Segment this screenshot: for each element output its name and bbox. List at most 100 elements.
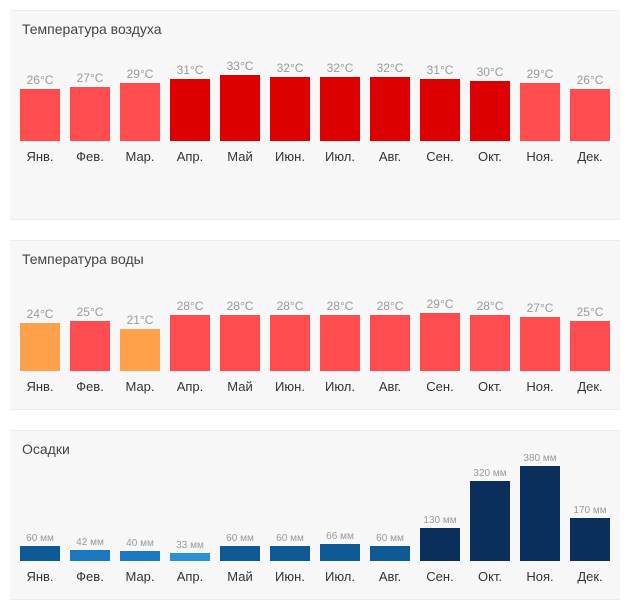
rain-bar	[470, 481, 510, 561]
air-value-label: 27°C	[77, 71, 104, 85]
air-bar	[470, 81, 510, 141]
air-bar	[220, 75, 260, 141]
air-value-label: 30°C	[477, 65, 504, 79]
water-month-label: Июл.	[325, 379, 355, 394]
rain-bar	[170, 553, 210, 561]
rain-value-label: 33 мм	[176, 540, 204, 551]
water-month-label: Сен.	[426, 379, 453, 394]
rain-value-label: 130 мм	[423, 515, 456, 526]
rain-month-label: Янв.	[26, 569, 53, 584]
water-value-label: 25°C	[77, 305, 104, 319]
precipitation-chart: 60 мм Янв. 42 мм Фев. 40 мм Мар. 33 мм Апр. 60 м…	[20, 453, 610, 584]
air-bar	[270, 77, 310, 141]
water-temperature-title: Температура воды	[22, 251, 144, 267]
rain-value-label: 380 мм	[523, 453, 556, 464]
water-bar	[470, 315, 510, 371]
water-bar	[520, 317, 560, 371]
air-month-label: Окт.	[478, 149, 502, 164]
rain-month-label: Окт.	[478, 569, 502, 584]
air-month-label: Май	[227, 149, 252, 164]
precipitation-title: Осадки	[22, 441, 70, 457]
air-temperature-panel: Температура воздуха 26°C Янв. 27°C Фев. 29°C…	[10, 10, 620, 220]
air-month-label: Июн.	[275, 149, 305, 164]
water-value-label: 28°C	[177, 299, 204, 313]
air-value-label: 33°C	[227, 59, 254, 73]
water-month-label: Окт.	[478, 379, 502, 394]
rain-bar	[20, 546, 60, 561]
rain-month-label: Июн.	[275, 569, 305, 584]
air-value-label: 32°C	[277, 61, 304, 75]
water-bar	[20, 323, 60, 371]
water-value-label: 28°C	[277, 299, 304, 313]
air-value-label: 31°C	[427, 63, 454, 77]
rain-month-label: Апр.	[177, 569, 204, 584]
air-month-label: Мар.	[125, 149, 154, 164]
rain-bar	[70, 550, 110, 561]
air-month-label: Фев.	[76, 149, 104, 164]
air-bar	[420, 79, 460, 141]
precipitation-panel: Осадки 60 мм Янв. 42 мм Фев. 40 мм Мар. 33 мм А…	[10, 430, 620, 600]
rain-bar	[220, 546, 260, 561]
water-bar	[220, 315, 260, 371]
air-temperature-title: Температура воздуха	[22, 21, 162, 37]
water-bar	[420, 313, 460, 371]
water-value-label: 21°C	[127, 313, 154, 327]
water-value-label: 28°C	[327, 299, 354, 313]
rain-bar	[520, 466, 560, 561]
water-month-label: Июн.	[275, 379, 305, 394]
water-value-label: 28°C	[377, 299, 404, 313]
rain-value-label: 40 мм	[126, 538, 154, 549]
air-bar	[20, 89, 60, 141]
rain-bar	[120, 551, 160, 561]
water-month-label: Мар.	[125, 379, 154, 394]
air-month-label: Ноя.	[526, 149, 553, 164]
rain-month-label: Сен.	[426, 569, 453, 584]
air-bar	[520, 83, 560, 141]
water-value-label: 25°C	[577, 305, 604, 319]
air-value-label: 32°C	[327, 61, 354, 75]
rain-month-label: Мар.	[125, 569, 154, 584]
water-bar	[120, 329, 160, 371]
air-month-label: Сен.	[426, 149, 453, 164]
water-value-label: 24°C	[27, 307, 54, 321]
air-bar	[570, 89, 610, 141]
air-month-label: Апр.	[177, 149, 204, 164]
rain-value-label: 60 мм	[376, 533, 404, 544]
rain-bar	[570, 518, 610, 561]
air-bar	[70, 87, 110, 141]
rain-month-label: Авг.	[379, 569, 401, 584]
air-month-label: Июл.	[325, 149, 355, 164]
water-bar	[570, 321, 610, 371]
rain-month-label: Май	[227, 569, 252, 584]
rain-bar	[420, 528, 460, 561]
water-month-label: Апр.	[177, 379, 204, 394]
water-value-label: 28°C	[227, 299, 254, 313]
water-value-label: 29°C	[427, 297, 454, 311]
air-month-label: Янв.	[26, 149, 53, 164]
water-bar	[170, 315, 210, 371]
rain-value-label: 42 мм	[76, 537, 104, 548]
water-bar	[270, 315, 310, 371]
air-bar	[120, 83, 160, 141]
rain-value-label: 60 мм	[226, 533, 254, 544]
water-month-label: Авг.	[379, 379, 401, 394]
air-value-label: 29°C	[127, 67, 154, 81]
water-value-label: 28°C	[477, 299, 504, 313]
rain-month-label: Июл.	[325, 569, 355, 584]
rain-bar	[270, 546, 310, 561]
air-bar	[370, 77, 410, 141]
rain-value-label: 320 мм	[473, 468, 506, 479]
water-value-label: 27°C	[527, 301, 554, 315]
rain-bar	[320, 544, 360, 561]
air-bar	[170, 79, 210, 141]
rain-value-label: 66 мм	[326, 531, 354, 542]
rain-bar	[370, 546, 410, 561]
air-value-label: 29°C	[527, 67, 554, 81]
rain-month-label: Дек.	[577, 569, 602, 584]
air-temperature-chart: 26°C Янв. 27°C Фев. 29°C Мар. 31°C Апр. 33°C Май 3…	[20, 59, 610, 164]
rain-month-label: Фев.	[76, 569, 104, 584]
air-value-label: 26°C	[27, 73, 54, 87]
rain-value-label: 60 мм	[26, 533, 54, 544]
rain-value-label: 170 мм	[573, 505, 606, 516]
water-bar	[320, 315, 360, 371]
